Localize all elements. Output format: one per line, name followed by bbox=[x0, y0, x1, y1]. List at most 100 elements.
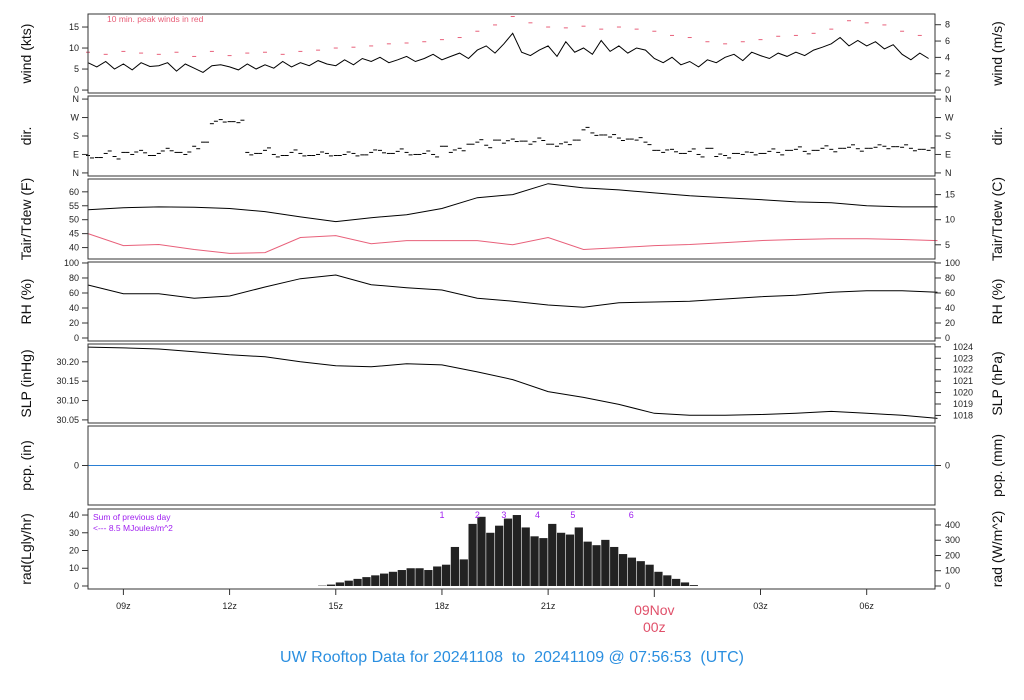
right-axis-title: Tair/Tdew (C) bbox=[989, 177, 1005, 261]
right-axis-title: RH (%) bbox=[989, 279, 1005, 325]
bar bbox=[477, 516, 486, 586]
right-tick-label: 100 bbox=[945, 566, 960, 576]
right-tick-label: 60 bbox=[945, 288, 955, 298]
bar bbox=[672, 578, 681, 586]
hour-marker: 4 bbox=[535, 510, 540, 520]
left-tick-label: 60 bbox=[69, 187, 79, 197]
bar bbox=[415, 568, 424, 586]
time-tick-label: 18z bbox=[435, 601, 450, 611]
bar bbox=[592, 545, 601, 586]
bar bbox=[601, 539, 610, 586]
bar bbox=[353, 578, 362, 586]
right-axis-title: pcp. (mm) bbox=[989, 434, 1005, 497]
hour-marker: 5 bbox=[570, 510, 575, 520]
bar bbox=[380, 573, 389, 586]
right-tick-label: 15 bbox=[945, 190, 955, 200]
left-tick-label: 30.05 bbox=[56, 415, 79, 425]
right-tick-label: 4 bbox=[945, 52, 950, 62]
left-tick-label: 30.10 bbox=[56, 396, 79, 406]
radiation-sum-note: Sum of previous day bbox=[93, 512, 171, 522]
bar bbox=[450, 546, 460, 586]
left-axis-title: dir. bbox=[18, 127, 34, 146]
bar bbox=[424, 570, 433, 586]
right-tick-label: 1022 bbox=[953, 365, 973, 375]
bar bbox=[344, 580, 353, 586]
right-tick-label: 0 bbox=[945, 461, 950, 471]
bar bbox=[548, 523, 557, 586]
left-tick-label: 30 bbox=[69, 528, 79, 538]
time-tick-label: 03z bbox=[753, 601, 768, 611]
right-axis-title: rad (W/m^2) bbox=[989, 511, 1005, 588]
panel-frame bbox=[87, 343, 936, 424]
bar bbox=[406, 568, 415, 586]
bar bbox=[627, 557, 637, 586]
right-tick-label: 1024 bbox=[953, 342, 973, 352]
panel-frame bbox=[87, 178, 936, 260]
bar bbox=[433, 566, 442, 586]
bar bbox=[583, 541, 592, 586]
right-axis-title: wind (m/s) bbox=[989, 21, 1005, 87]
bar bbox=[636, 561, 645, 586]
left-tick-label: 0 bbox=[74, 581, 79, 591]
bar bbox=[486, 532, 495, 586]
bar bbox=[618, 554, 628, 586]
left-tick-label: E bbox=[73, 149, 79, 159]
left-tick-label: 20 bbox=[69, 318, 79, 328]
bar bbox=[459, 559, 468, 586]
time-tick-label: 06z bbox=[859, 601, 874, 611]
left-tick-label: N bbox=[73, 168, 80, 178]
time-tick-label: 21z bbox=[541, 601, 556, 611]
left-tick-label: 100 bbox=[64, 258, 79, 268]
bar bbox=[362, 577, 371, 586]
bar bbox=[680, 582, 690, 586]
right-tick-label: S bbox=[945, 131, 951, 141]
bar bbox=[654, 571, 663, 586]
right-tick-label: E bbox=[945, 149, 951, 159]
bar bbox=[495, 525, 504, 586]
right-tick-label: 20 bbox=[945, 318, 955, 328]
left-tick-label: 60 bbox=[69, 288, 79, 298]
series-line-slp bbox=[87, 346, 938, 419]
right-tick-label: 10 bbox=[945, 215, 955, 225]
bar bbox=[556, 532, 566, 586]
hour-marker: 3 bbox=[501, 510, 506, 520]
bar bbox=[441, 564, 451, 586]
left-tick-label: W bbox=[71, 113, 80, 123]
left-tick-label: 10 bbox=[69, 43, 79, 53]
right-tick-label: 300 bbox=[945, 535, 960, 545]
day-tick-date: 09Nov bbox=[634, 602, 674, 618]
left-tick-label: 15 bbox=[69, 22, 79, 32]
day-tick-hour: 00z bbox=[643, 619, 666, 635]
left-axis-title: RH (%) bbox=[18, 279, 34, 325]
page-title: UW Rooftop Data for 20241108 to 20241109… bbox=[280, 649, 744, 666]
bar bbox=[521, 527, 530, 586]
bar bbox=[335, 582, 345, 586]
series-line-tair bbox=[87, 183, 938, 223]
bar bbox=[539, 538, 548, 586]
bar bbox=[388, 571, 398, 586]
right-tick-label: 0 bbox=[945, 581, 950, 591]
bar bbox=[397, 570, 406, 586]
bar bbox=[326, 584, 336, 586]
bar bbox=[371, 575, 380, 586]
right-tick-label: 1018 bbox=[953, 410, 973, 420]
left-axis-title: pcp. (in) bbox=[18, 440, 34, 491]
left-axis-title: wind (kts) bbox=[18, 24, 34, 85]
right-tick-label: 5 bbox=[945, 240, 950, 250]
bar bbox=[503, 518, 513, 586]
left-tick-label: 0 bbox=[74, 461, 79, 471]
left-tick-label: 40 bbox=[69, 243, 79, 253]
bar bbox=[610, 546, 619, 586]
left-tick-label: 20 bbox=[69, 546, 79, 556]
right-tick-label: 80 bbox=[945, 273, 955, 283]
right-tick-label: 6 bbox=[945, 36, 950, 46]
left-tick-label: 30.20 bbox=[56, 357, 79, 367]
right-tick-label: 400 bbox=[945, 520, 960, 530]
bar bbox=[565, 534, 575, 586]
time-tick-label: 15z bbox=[329, 601, 344, 611]
left-axis-title: rad(Lgly/hr) bbox=[18, 513, 34, 585]
